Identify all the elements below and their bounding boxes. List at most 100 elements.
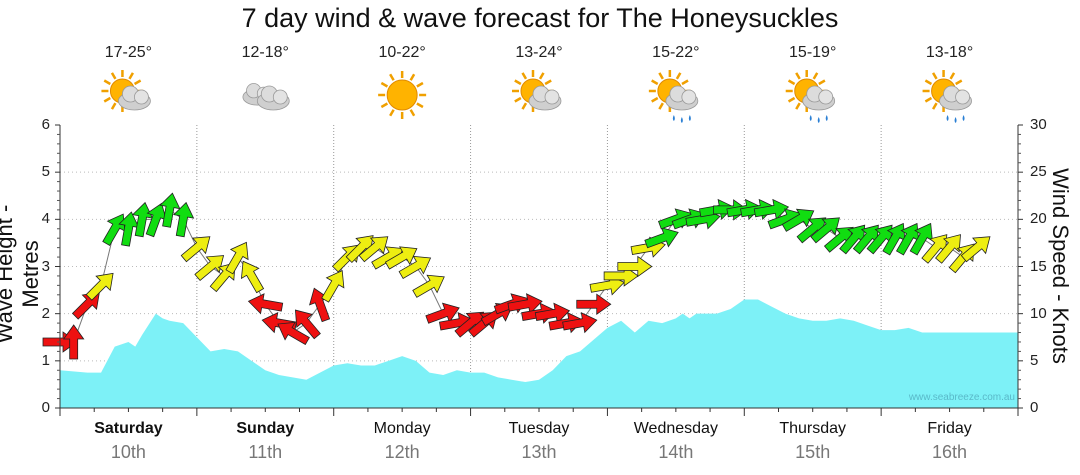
- wind-arrow: [562, 312, 598, 334]
- wind-arrow-shape: [852, 224, 879, 255]
- sun-ray: [128, 72, 135, 80]
- cloud-icon: [242, 83, 290, 111]
- day-name: Monday: [373, 420, 431, 437]
- wind-arrow-shape: [562, 312, 598, 334]
- wind-arrow: [247, 293, 284, 315]
- y-left-tick-label: 0: [41, 399, 50, 416]
- wave-area: [60, 299, 1018, 408]
- wind-arrow: [145, 202, 167, 238]
- wind-arrow-shape: [240, 260, 265, 294]
- day-name: Thursday: [779, 420, 847, 437]
- wind-arrow-shape: [62, 324, 85, 360]
- y-right-tick-label: 20: [1030, 210, 1047, 228]
- cloud-part: [955, 89, 970, 105]
- sun-ray: [818, 79, 826, 86]
- cloud-part: [544, 89, 560, 105]
- sun-ray: [931, 72, 938, 80]
- cloud-part: [681, 89, 697, 105]
- wind-arrow-shape: [960, 236, 991, 263]
- day-date: 12th: [384, 442, 420, 462]
- wind-arrow-shape: [921, 234, 948, 264]
- wind-arrow-shape: [398, 255, 432, 280]
- sun-ray: [658, 72, 664, 80]
- wind-arrow: [909, 222, 933, 256]
- wind-arrow: [159, 192, 181, 228]
- wind-arrow-shape: [753, 198, 790, 221]
- y-left-tick-label: 6: [41, 116, 50, 133]
- day-date: 16th: [932, 442, 968, 462]
- sun-cloud-rain-icon: [785, 70, 836, 123]
- sun-ray: [110, 72, 117, 80]
- wind-arrow-shape: [644, 227, 679, 249]
- wind-arrow: [507, 293, 543, 315]
- wind-arrow: [62, 324, 85, 360]
- sun-cloud-icon: [101, 70, 151, 112]
- watermark: www.seabreeze.com.au: [908, 392, 1015, 403]
- day-temperature: 10-22°: [378, 44, 426, 61]
- sun-ray: [514, 96, 522, 103]
- wind-arrow: [173, 201, 195, 238]
- day-name: Sunday: [236, 420, 295, 437]
- chart-title: 7 day wind & wave forecast for The Honey…: [241, 3, 839, 33]
- wind-arrow: [294, 309, 321, 340]
- day-name: Tuesday: [508, 420, 570, 437]
- sun-ray: [924, 79, 933, 86]
- sun-ray: [787, 79, 796, 86]
- wind-arrow: [131, 201, 154, 238]
- y-left-tick-label: 4: [41, 210, 50, 228]
- y-left-tick-label: 5: [41, 163, 50, 181]
- wind-arrow-shape: [194, 255, 225, 282]
- wind-arrow-shape: [576, 293, 612, 316]
- day-date: 10th: [110, 442, 146, 462]
- sun-ray: [955, 79, 963, 86]
- day-date: 14th: [658, 442, 694, 462]
- rain-drop: [688, 115, 691, 121]
- wind-arrow-shape: [507, 293, 543, 315]
- y-right-tick-label: 15: [1030, 257, 1047, 275]
- sun-ray: [110, 102, 117, 110]
- sun-ray: [949, 72, 956, 80]
- wind-arrow-shape: [345, 235, 374, 264]
- wind-arrow: [321, 270, 345, 303]
- wind-arrow-shape: [145, 202, 167, 238]
- y-right-tick-label: 0: [1030, 399, 1039, 416]
- y-right-tick-label: 25: [1030, 163, 1047, 181]
- y-right-tick-label: 5: [1030, 351, 1039, 369]
- y-left-tick-label: 2: [41, 304, 50, 322]
- wind-arrow-shape: [534, 302, 571, 324]
- sun-ray: [675, 72, 682, 80]
- sun-cloud-rain-icon: [648, 70, 699, 123]
- rain-drop: [817, 117, 820, 123]
- sun-ray: [658, 102, 664, 110]
- wind-arrow: [180, 236, 211, 263]
- day-name: Friday: [927, 420, 972, 437]
- sun-ray: [380, 81, 389, 88]
- wind-arrow-shape: [358, 236, 389, 263]
- wind-arrow: [194, 255, 225, 282]
- rain-drop: [954, 117, 957, 123]
- sun-ray: [521, 102, 528, 110]
- day-date: 13th: [521, 442, 557, 462]
- wind-arrow: [425, 302, 460, 324]
- wind-arrow: [644, 227, 679, 249]
- sun-ray: [103, 79, 111, 86]
- wind-arrow-shape: [603, 265, 639, 287]
- sun-ray: [514, 79, 522, 86]
- wind-arrow-shape: [131, 201, 154, 238]
- wind-arrow-shape: [159, 192, 181, 228]
- wave-height-area: [60, 299, 1018, 408]
- wind-arrows: [42, 192, 991, 360]
- day-name: Saturday: [94, 420, 163, 437]
- sun-ray: [380, 102, 389, 109]
- wind-arrow-shape: [118, 211, 140, 247]
- sun-ray: [931, 102, 938, 110]
- wind-arrow: [921, 234, 948, 264]
- sun-ray: [409, 109, 416, 117]
- wind-arrow: [603, 265, 639, 287]
- cloud-part: [134, 89, 149, 105]
- wind-arrow-shape: [173, 201, 195, 238]
- sun-ray: [521, 72, 528, 80]
- sun-ray: [795, 102, 801, 110]
- day-temperature: 17-25°: [104, 44, 153, 61]
